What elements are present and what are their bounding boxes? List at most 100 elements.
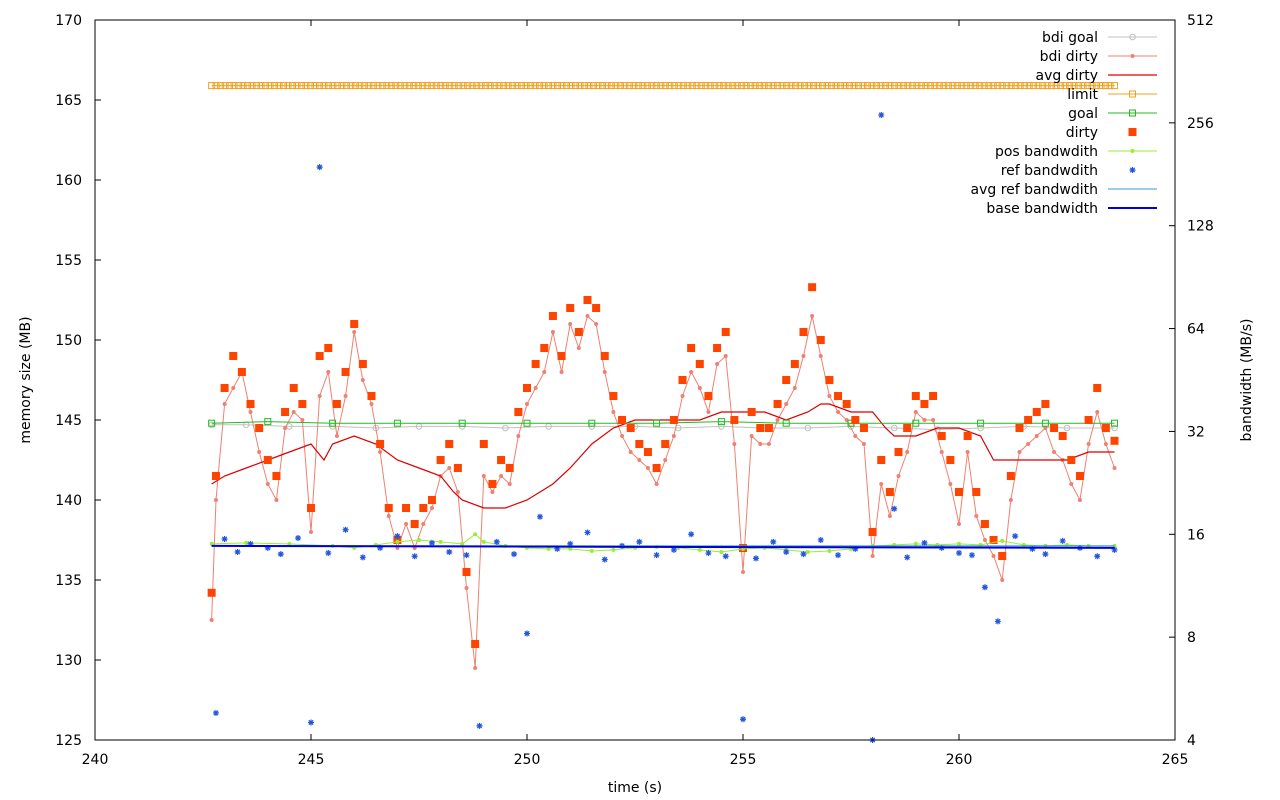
plot-area bbox=[207, 82, 1119, 743]
data-point bbox=[531, 360, 540, 368]
data-point bbox=[625, 82, 633, 90]
data-point bbox=[329, 419, 337, 427]
data-point bbox=[491, 82, 499, 90]
data-point bbox=[479, 440, 488, 448]
data-point bbox=[854, 82, 862, 90]
data-point bbox=[471, 640, 480, 648]
data-point bbox=[423, 82, 431, 90]
series-line-bdi-dirty bbox=[211, 315, 1115, 669]
data-point bbox=[1057, 82, 1065, 90]
data-point bbox=[730, 416, 739, 424]
data-point bbox=[801, 354, 806, 358]
data-point bbox=[338, 82, 346, 90]
data-point bbox=[527, 82, 535, 90]
data-point bbox=[462, 568, 471, 576]
data-point bbox=[342, 82, 350, 90]
data-point bbox=[376, 440, 385, 448]
data-point bbox=[872, 82, 880, 90]
data-point bbox=[861, 442, 866, 446]
y2-tick-label: 8 bbox=[1187, 630, 1196, 646]
data-point bbox=[419, 82, 427, 90]
y-tick-label: 150 bbox=[55, 333, 82, 349]
data-point bbox=[217, 82, 225, 90]
data-point bbox=[1034, 434, 1039, 438]
data-point bbox=[609, 392, 618, 400]
data-point bbox=[842, 400, 851, 408]
data-point bbox=[315, 352, 324, 360]
data-point bbox=[845, 82, 853, 90]
data-point bbox=[507, 482, 512, 486]
data-point bbox=[584, 529, 591, 536]
data-point bbox=[607, 82, 615, 90]
data-point bbox=[765, 82, 773, 90]
legend-marker bbox=[1129, 33, 1136, 41]
data-point bbox=[231, 386, 236, 390]
data-point bbox=[1026, 442, 1031, 446]
data-point bbox=[421, 522, 426, 526]
data-point bbox=[450, 82, 458, 90]
data-point bbox=[688, 82, 696, 90]
data-point bbox=[991, 554, 996, 558]
data-point bbox=[720, 82, 728, 90]
data-point bbox=[611, 410, 616, 414]
data-point bbox=[1025, 82, 1033, 90]
data-point bbox=[427, 496, 436, 504]
data-point bbox=[428, 82, 436, 90]
data-point bbox=[1052, 82, 1060, 90]
data-point bbox=[890, 82, 898, 90]
data-point bbox=[1012, 533, 1019, 540]
data-point bbox=[334, 434, 339, 438]
data-point bbox=[693, 82, 701, 90]
data-point bbox=[905, 450, 910, 454]
data-point bbox=[1111, 419, 1119, 427]
data-point bbox=[977, 419, 985, 427]
data-point bbox=[1112, 543, 1117, 548]
data-point bbox=[585, 82, 593, 90]
data-point bbox=[598, 82, 606, 90]
data-point bbox=[913, 541, 918, 546]
data-point bbox=[602, 370, 607, 374]
data-point bbox=[963, 432, 972, 440]
data-point bbox=[953, 82, 961, 90]
data-point bbox=[929, 392, 938, 400]
legend-marker bbox=[1129, 109, 1136, 117]
data-point bbox=[810, 314, 815, 318]
data-point bbox=[711, 82, 719, 90]
data-point bbox=[766, 442, 771, 446]
data-point bbox=[850, 82, 858, 90]
data-point bbox=[557, 352, 566, 360]
data-point bbox=[800, 551, 807, 558]
data-point bbox=[926, 82, 934, 90]
data-point bbox=[989, 82, 997, 90]
data-point bbox=[621, 82, 629, 90]
data-point bbox=[1042, 551, 1049, 558]
data-point bbox=[1034, 82, 1042, 90]
data-point bbox=[895, 82, 903, 90]
data-point bbox=[616, 82, 624, 90]
data-point bbox=[280, 82, 288, 90]
data-point bbox=[1052, 450, 1057, 454]
data-point bbox=[1043, 426, 1048, 430]
data-point bbox=[965, 450, 970, 454]
data-point bbox=[571, 82, 579, 90]
data-point bbox=[695, 360, 704, 368]
data-point bbox=[226, 82, 234, 90]
data-point bbox=[1075, 472, 1084, 480]
data-point bbox=[473, 666, 478, 670]
data-point bbox=[514, 408, 523, 416]
data-point bbox=[445, 440, 454, 448]
data-point bbox=[648, 82, 656, 90]
data-point bbox=[723, 354, 728, 358]
data-point bbox=[792, 386, 797, 390]
data-point bbox=[957, 522, 961, 526]
data-point bbox=[944, 82, 952, 90]
data-point bbox=[671, 434, 676, 438]
data-point bbox=[392, 82, 400, 90]
data-point bbox=[801, 82, 809, 90]
data-point bbox=[878, 111, 885, 118]
legend-label: dirty bbox=[1066, 125, 1098, 141]
data-point bbox=[740, 716, 746, 723]
data-point bbox=[967, 82, 975, 90]
data-point bbox=[977, 424, 984, 432]
data-point bbox=[332, 400, 341, 408]
